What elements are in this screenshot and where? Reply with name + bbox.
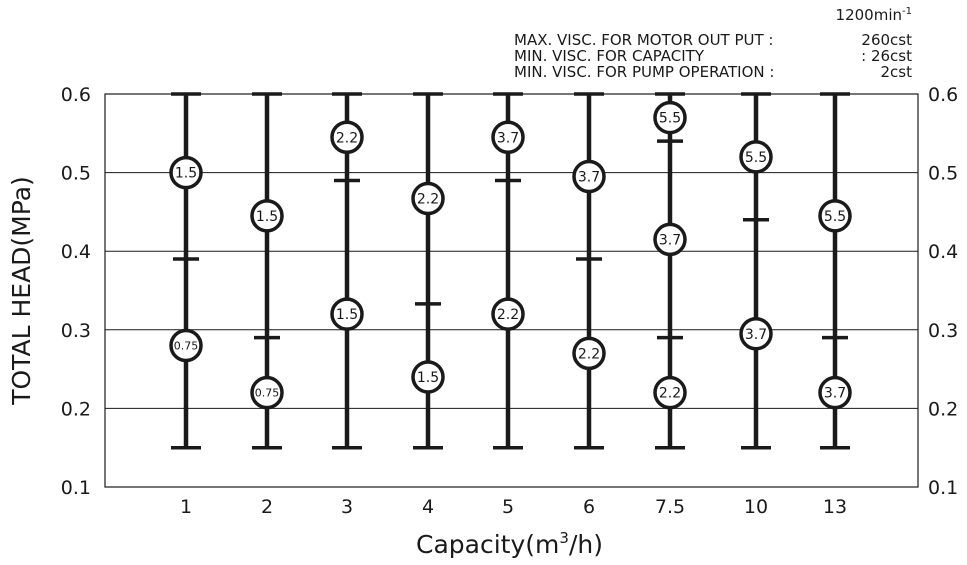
capacity-column: 3.7 2.2 <box>572 92 606 450</box>
motor-output-label: 5.5 <box>824 209 846 225</box>
motor-output-marker <box>653 375 687 410</box>
motor-output-label: 2.2 <box>578 346 600 362</box>
motor-output-label: 3.7 <box>497 130 519 146</box>
x-tick-label: 3 <box>341 496 353 518</box>
x-tick-labels: 1 2 3 4 5 6 7.5 10 13 <box>180 496 847 518</box>
motor-output-marker <box>653 222 687 257</box>
x-tick-label: 6 <box>583 496 595 518</box>
viscosity-note-value: 260cst <box>861 31 912 49</box>
x-tick-label: 10 <box>744 496 768 518</box>
motor-output-marker <box>330 297 364 331</box>
motor-output-marker <box>169 328 203 363</box>
x-tick-label: 13 <box>823 496 847 518</box>
capacity-column: 2.2 1.5 <box>411 92 445 450</box>
motor-output-marker <box>250 375 284 410</box>
motor-output-label: 5.5 <box>745 150 767 166</box>
motor-output-label: 5.5 <box>659 111 681 127</box>
capacity-column: 5.5 3.7 2.2 <box>653 92 687 450</box>
y-tick-labels-left: 0.1 0.2 0.3 0.4 0.5 0.6 <box>61 84 91 499</box>
x-axis-title-main: Capacity(m <box>416 530 559 559</box>
x-tick-label: 4 <box>422 496 434 518</box>
x-axis-title-tail: /h) <box>569 530 603 559</box>
motor-output-label: 3.7 <box>824 386 846 402</box>
y-tick-label: 0.4 <box>61 241 91 263</box>
motor-output-label: 2.2 <box>336 130 358 146</box>
motor-output-label: 1.5 <box>256 209 278 225</box>
motor-output-marker <box>250 199 284 233</box>
motor-output-marker <box>739 316 773 351</box>
motor-output-marker <box>491 297 525 331</box>
viscosity-note-label: MAX. VISC. FOR MOTOR OUT PUT : <box>514 31 774 49</box>
y-tick-label: 0.6 <box>928 84 958 106</box>
viscosity-note-label: MIN. VISC. FOR CAPACITY <box>514 47 705 65</box>
y-tick-label: 0.5 <box>61 163 91 185</box>
motor-output-marker <box>572 159 606 194</box>
motor-output-label: 2.2 <box>659 386 681 402</box>
motor-output-label: 1.5 <box>336 307 358 323</box>
x-tick-label: 1 <box>180 496 192 518</box>
motor-output-marker <box>572 336 606 371</box>
x-tick-label: 5 <box>502 496 514 518</box>
motor-output-label: 3.7 <box>745 327 767 343</box>
speed-unit-sup: -1 <box>902 6 912 17</box>
x-tick-label: 2 <box>261 496 273 518</box>
y-tick-label: 0.1 <box>61 477 91 499</box>
capacity-column: 1.5 0.75 <box>169 92 203 450</box>
y-tick-label: 0.1 <box>928 477 958 499</box>
y-tick-label: 0.2 <box>928 398 958 420</box>
motor-output-marker <box>491 120 525 154</box>
y-tick-label: 0.2 <box>61 398 91 420</box>
x-axis-title: Capacity(m3/h) <box>416 529 603 559</box>
capacity-column: 3.7 2.2 <box>491 92 525 450</box>
viscosity-note-value: : 26cst <box>861 47 912 65</box>
motor-output-marker <box>169 155 203 190</box>
speed-label: 1200min-1 <box>836 6 912 24</box>
motor-output-label: 1.5 <box>417 370 439 386</box>
motor-output-label: 0.75 <box>174 339 199 352</box>
motor-output-label: 3.7 <box>578 170 600 186</box>
motor-output-marker <box>411 360 445 394</box>
y-tick-label: 0.5 <box>928 163 958 185</box>
speed-value: 1200min <box>836 6 902 24</box>
motor-output-marker <box>330 120 364 154</box>
motor-output-label: 3.7 <box>659 232 681 248</box>
motor-output-marker <box>818 199 852 233</box>
y-tick-label: 0.6 <box>61 84 91 106</box>
capacity-column: 1.5 0.75 <box>250 92 284 450</box>
motor-output-marker <box>411 181 445 216</box>
viscosity-note-label: MIN. VISC. FOR PUMP OPERATION : <box>514 63 774 81</box>
motor-output-label: 0.75 <box>255 387 280 400</box>
y-tick-labels-right: 0.1 0.2 0.3 0.4 0.5 0.6 <box>928 84 958 499</box>
motor-output-marker <box>818 375 852 410</box>
x-tick-label: 7.5 <box>655 496 685 518</box>
motor-output-label: 2.2 <box>497 307 519 323</box>
y-axis-title: TOTAL HEAD(MPa) <box>7 176 36 406</box>
capacity-column: 5.5 3.7 <box>739 92 773 450</box>
motor-output-marker <box>653 100 687 135</box>
capacity-column: 5.5 3.7 <box>818 92 852 450</box>
y-tick-label: 0.3 <box>61 320 91 342</box>
viscosity-note-value: 2cst <box>881 63 913 81</box>
motor-output-marker <box>739 140 773 174</box>
y-tick-label: 0.4 <box>928 241 958 263</box>
capacity-columns: 1.50.751.50.752.21.52.21.53.72.23.72.25.… <box>169 92 852 450</box>
motor-output-label: 1.5 <box>175 166 197 182</box>
x-axis-title-sup: 3 <box>559 529 569 547</box>
y-tick-label: 0.3 <box>928 320 958 342</box>
capacity-column: 2.2 1.5 <box>330 92 364 450</box>
motor-output-label: 2.2 <box>417 192 439 208</box>
chart-notes: 1200min-1 MAX. VISC. FOR MOTOR OUT PUT : 2… <box>514 6 912 81</box>
